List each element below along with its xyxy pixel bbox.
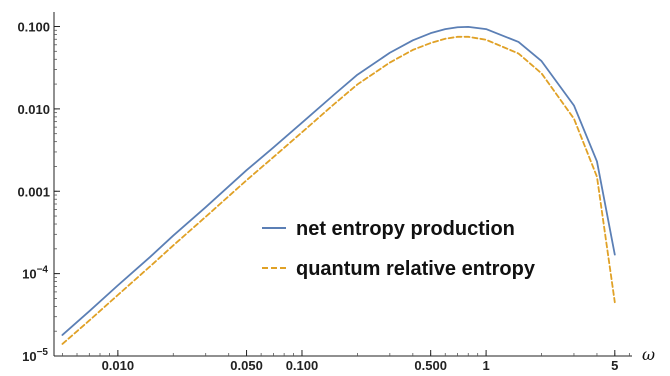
y-tick-label-exponent: −5 <box>37 347 49 358</box>
axes: 0.010 0.050 0.100 0.500 1 50.1000.0100.00110−… <box>17 12 632 373</box>
y-tick-label: 10−4 <box>22 265 48 282</box>
y-tick-label: 10−5 <box>22 347 48 364</box>
series-line-1 <box>61 35 616 345</box>
x-tick-label: 0.010 <box>102 358 135 373</box>
y-tick-label: 0.010 <box>17 102 50 117</box>
x-tick-label: 0.100 <box>286 358 319 373</box>
legend-label-1: quantum relative entropy <box>296 258 536 280</box>
y-tick-label-base: 10 <box>22 267 36 282</box>
x-tick-label: 1 <box>482 358 489 373</box>
series-line-0 <box>61 25 616 336</box>
legend: net entropy production quantum relative e… <box>262 218 536 280</box>
y-tick-label: 0.100 <box>17 20 50 35</box>
y-tick-label: 0.001 <box>17 184 50 199</box>
x-tick-label: 5 <box>611 358 618 373</box>
y-tick-label-exponent: −4 <box>37 265 49 276</box>
x-tick-label: 0.050 <box>230 358 263 373</box>
series-layer <box>61 25 616 345</box>
y-tick-label-base: 10 <box>22 349 36 364</box>
legend-label-0: net entropy production <box>296 218 515 240</box>
x-axis-label: ω <box>642 345 655 364</box>
x-tick-label: 0.500 <box>414 358 447 373</box>
